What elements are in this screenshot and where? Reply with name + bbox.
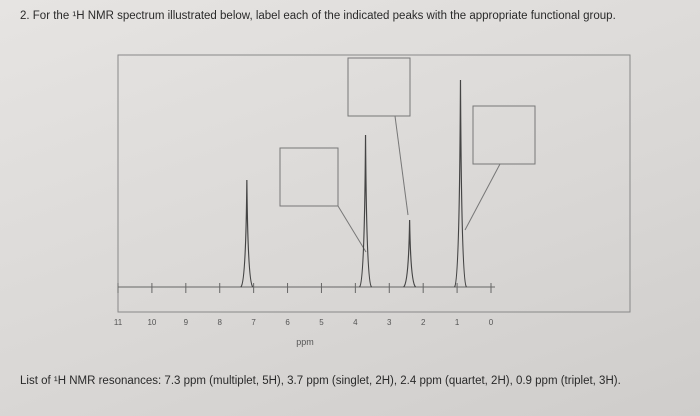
x-tick-label: 2: [421, 318, 426, 327]
x-tick-label: 10: [147, 318, 156, 327]
question-text: 2. For the ¹H NMR spectrum illustrated b…: [20, 10, 616, 22]
x-tick-label: 5: [319, 318, 324, 327]
plot-frame: [117, 54, 631, 313]
pointer-line: [394, 115, 409, 216]
peak: [359, 134, 373, 288]
peak: [403, 219, 417, 288]
answer-box: [279, 147, 339, 207]
x-tick-label: 1: [455, 318, 460, 327]
x-tick-label: 0: [489, 318, 494, 327]
answer-box: [347, 57, 411, 117]
x-tick-label: 11: [114, 318, 123, 327]
peak: [453, 79, 468, 288]
x-tick-label: 9: [184, 318, 189, 327]
x-tick-label: 7: [251, 318, 256, 327]
resonance-list: List of ¹H NMR resonances: 7.3 ppm (mult…: [20, 375, 621, 387]
pointer-line: [464, 163, 501, 231]
x-tick-label: 6: [285, 318, 290, 327]
axis-label: ppm: [296, 337, 314, 347]
x-tick-label: 8: [218, 318, 223, 327]
x-tick-label: 3: [387, 318, 392, 327]
x-tick-label: 4: [353, 318, 358, 327]
peak: [240, 179, 254, 288]
answer-box: [472, 105, 536, 165]
pointer-line: [337, 205, 367, 253]
